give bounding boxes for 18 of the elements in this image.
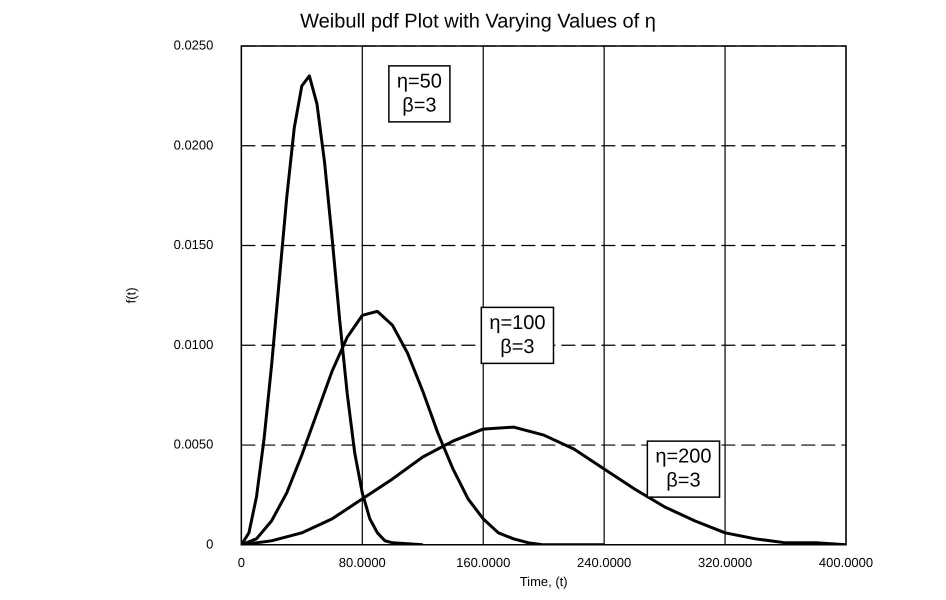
x-axis-title: Time, (t) <box>520 574 568 589</box>
annotation: η=50 β=3 <box>396 70 442 116</box>
x-tick-label: 160.0000 <box>456 555 510 570</box>
y-tick-label: 0 <box>206 536 214 552</box>
y-tick-label: 0.0250 <box>174 38 214 53</box>
x-tick-label: 320.0000 <box>698 555 752 570</box>
chart-title: Weibull pdf Plot with Varying Values of η <box>300 10 656 33</box>
annotation: η=200 β=3 <box>655 446 712 492</box>
y-tick-label: 0.0100 <box>174 336 214 352</box>
x-tick-label: 240.0000 <box>577 555 632 570</box>
y-tick-label: 0.0150 <box>174 237 214 252</box>
y-axis-title: f(t) <box>123 287 138 304</box>
annotation: η=100 β=3 <box>489 312 546 358</box>
x-tick-label: 80.0000 <box>338 555 386 570</box>
y-tick-label: 0.0200 <box>174 137 214 152</box>
x-tick-label: 0 <box>238 555 245 570</box>
x-tick-label: 400.0000 <box>818 555 874 570</box>
y-tick-label: 0.0050 <box>174 436 214 452</box>
